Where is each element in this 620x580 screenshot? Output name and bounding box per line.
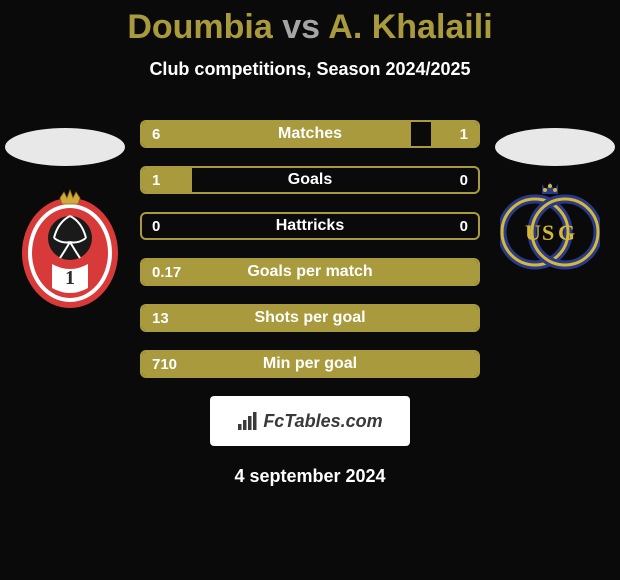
comparison-title: Doumbia vs A. Khalaili xyxy=(0,8,620,47)
stat-value-right: 1 xyxy=(460,126,468,143)
stat-label: Min per goal xyxy=(142,355,478,373)
attribution-text: FcTables.com xyxy=(263,411,382,432)
antwerp-logo: 1 xyxy=(20,180,120,300)
attribution: FcTables.com xyxy=(210,396,410,446)
shadow-right xyxy=(495,128,615,166)
union-badge-icon: U S G xyxy=(500,182,600,272)
date-text: 4 september 2024 xyxy=(0,466,620,487)
stat-label: Hattricks xyxy=(142,217,478,235)
stat-label: Goals per match xyxy=(142,263,478,281)
union-sg-logo: U S G xyxy=(500,182,600,302)
bar-chart-icon xyxy=(237,412,259,430)
stat-value-right: 0 xyxy=(460,172,468,189)
stat-label: Goals xyxy=(142,171,478,189)
stats-bars: 6Matches11Goals00Hattricks00.17Goals per… xyxy=(140,120,480,378)
stat-bar: 1Goals0 xyxy=(140,166,480,194)
stat-label: Matches xyxy=(142,125,478,143)
stat-bar: 710Min per goal xyxy=(140,350,480,378)
stat-bar: 13Shots per goal xyxy=(140,304,480,332)
player1-name: Doumbia xyxy=(127,8,272,46)
svg-text:U: U xyxy=(525,220,541,245)
shadow-left xyxy=(5,128,125,166)
stat-bar: 0Hattricks0 xyxy=(140,212,480,240)
stat-bar: 6Matches1 xyxy=(140,120,480,148)
stat-value-right: 0 xyxy=(460,218,468,235)
main-content: 1 U S G 6Matches11Goals00Hattricks00.17G… xyxy=(0,120,620,487)
stat-label: Shots per goal xyxy=(142,309,478,327)
antwerp-badge-icon: 1 xyxy=(20,180,120,310)
badge-number: 1 xyxy=(65,267,75,289)
svg-text:S: S xyxy=(542,220,554,245)
header: Doumbia vs A. Khalaili Club competitions… xyxy=(0,0,620,80)
stat-bar: 0.17Goals per match xyxy=(140,258,480,286)
svg-text:G: G xyxy=(558,220,575,245)
subtitle: Club competitions, Season 2024/2025 xyxy=(0,59,620,80)
player2-name: A. Khalaili xyxy=(328,8,492,46)
vs-separator: vs xyxy=(282,8,320,46)
